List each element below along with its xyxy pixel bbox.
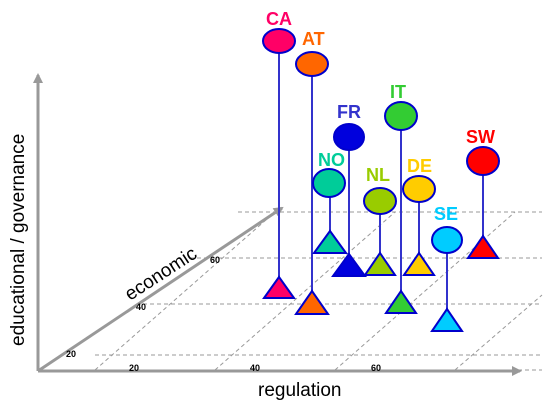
z-tick-40: 40 [136, 302, 146, 312]
sw-triangle [466, 234, 500, 259]
axes [33, 73, 522, 376]
at-label: AT [302, 29, 325, 49]
country-de: DE [402, 156, 436, 276]
se-label: SE [434, 204, 458, 224]
country-markers: CA AT NO FR NL [262, 9, 500, 332]
country-fr: FR [331, 102, 367, 277]
nl-circle [363, 187, 397, 215]
fr-label: FR [337, 102, 361, 122]
at-triangle [294, 289, 330, 315]
x-tick-60: 60 [371, 363, 381, 373]
ca-circle [262, 28, 296, 54]
country-ca: CA [262, 9, 296, 299]
z-tick-60: 60 [210, 255, 220, 265]
fr-circle [333, 123, 365, 151]
z-tick-20: 20 [66, 349, 76, 359]
no-label: NO [318, 150, 345, 170]
sw-label: SW [466, 127, 495, 147]
no-triangle [312, 229, 348, 254]
y-axis-title: educational / governance [8, 134, 29, 346]
sw-circle [466, 146, 500, 176]
se-circle [431, 226, 463, 254]
x-tick-40: 40 [250, 363, 260, 373]
fr-triangle [331, 252, 367, 277]
nl-label: NL [366, 165, 390, 185]
nl-triangle [363, 251, 397, 276]
country-se: SE [430, 204, 464, 332]
de-circle [402, 175, 436, 203]
country-at: AT [294, 29, 330, 315]
country-no: NO [312, 150, 348, 254]
at-circle [295, 51, 329, 77]
floor-grid [42, 211, 543, 371]
x-axis-title: regulation [258, 380, 341, 401]
ca-triangle [262, 275, 296, 299]
z-axis-line [37, 206, 284, 373]
it-triangle [384, 289, 418, 314]
de-triangle [402, 251, 436, 276]
it-label: IT [390, 82, 406, 102]
country-nl: NL [363, 165, 397, 276]
z-axis-title: economic [121, 243, 201, 305]
de-label: DE [407, 156, 432, 176]
it-circle [384, 101, 418, 131]
country-sw: SW [466, 127, 500, 259]
ca-label: CA [266, 9, 292, 29]
x-tick-20: 20 [129, 363, 139, 373]
country-it: IT [384, 82, 418, 314]
se-triangle [430, 307, 464, 332]
no-circle [312, 168, 346, 198]
